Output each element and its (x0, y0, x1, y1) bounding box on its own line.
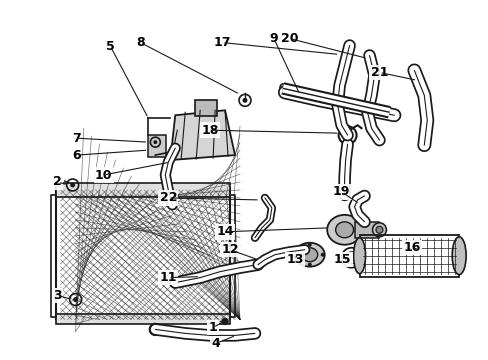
Text: 15: 15 (333, 253, 351, 266)
Circle shape (307, 263, 311, 267)
Text: 18: 18 (201, 124, 218, 137)
Ellipse shape (353, 238, 365, 274)
Ellipse shape (279, 84, 285, 93)
Text: 14: 14 (216, 225, 233, 238)
Bar (56, 188, 229, 319)
Text: 3: 3 (53, 289, 62, 302)
Bar (148, 135, 166, 157)
Bar (56, 183, 229, 197)
Ellipse shape (372, 223, 386, 237)
Circle shape (70, 183, 75, 188)
Ellipse shape (326, 215, 361, 245)
Text: 9: 9 (269, 32, 278, 45)
Text: 17: 17 (213, 36, 230, 49)
Text: 22: 22 (159, 192, 177, 204)
Text: 19: 19 (332, 185, 349, 198)
Text: 12: 12 (221, 243, 238, 256)
Circle shape (222, 319, 227, 324)
Bar (359, 235, 458, 276)
Bar (354, 222, 379, 238)
Text: 2: 2 (53, 175, 62, 189)
Text: 13: 13 (285, 253, 303, 266)
Ellipse shape (375, 226, 382, 233)
Circle shape (320, 253, 324, 257)
Text: 8: 8 (136, 36, 144, 49)
Text: 10: 10 (95, 168, 112, 181)
Polygon shape (170, 110, 235, 160)
Ellipse shape (386, 108, 392, 117)
Text: 7: 7 (72, 132, 81, 145)
Text: 4: 4 (211, 337, 220, 350)
Text: 21: 21 (370, 66, 387, 79)
Ellipse shape (451, 237, 465, 275)
Ellipse shape (294, 243, 324, 267)
Circle shape (249, 328, 260, 338)
Bar (56, 315, 229, 324)
Circle shape (242, 98, 247, 103)
Circle shape (153, 140, 157, 144)
Text: 20: 20 (281, 32, 298, 45)
Circle shape (149, 323, 161, 336)
Ellipse shape (335, 222, 353, 238)
Circle shape (73, 297, 78, 302)
Circle shape (294, 253, 298, 257)
Ellipse shape (301, 248, 317, 262)
Text: 1: 1 (208, 321, 217, 334)
Text: 5: 5 (106, 40, 115, 53)
Bar (195, 100, 217, 116)
Text: 16: 16 (403, 241, 420, 254)
Text: 6: 6 (72, 149, 81, 162)
Text: 11: 11 (159, 271, 177, 284)
Circle shape (307, 243, 311, 247)
